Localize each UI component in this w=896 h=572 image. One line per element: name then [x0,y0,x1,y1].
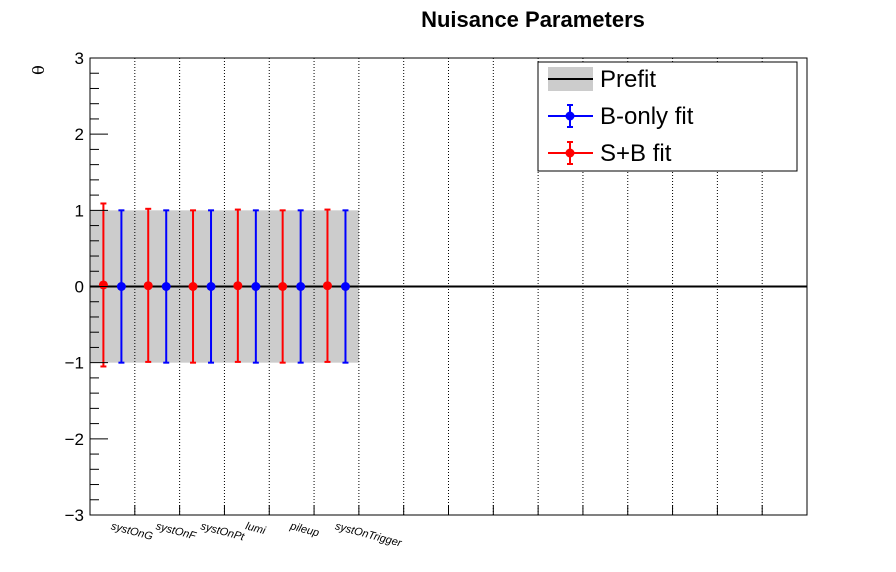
b-only-fit-point [340,282,350,291]
legend: Prefit B-only fit S+B fit [537,61,798,172]
x-category-label: lumi [244,520,267,537]
x-category-label: pileup [288,520,320,539]
b-only-fit-point [251,282,261,291]
legend-label-prefit: Prefit [600,66,656,93]
y-tick-label: 2 [75,125,84,144]
y-axis-label: θ [29,65,48,75]
y-tick-label: 3 [75,49,84,68]
s-b-fit-point [233,281,243,291]
s-b-fit-point [98,280,108,290]
y-tick-label: −3 [65,506,84,525]
x-category-label: systOnPt [199,520,246,543]
b-only-fit-point [161,282,171,291]
x-category-label: systOnF [154,520,198,543]
legend-s-b-fit-marker [565,148,575,158]
x-category-label: systOnTrigger [334,520,404,550]
x-category-label: systOnG [110,520,155,543]
y-tick-label: 0 [75,278,84,297]
b-only-fit-point [206,282,216,291]
y-tick-label: 1 [75,201,84,220]
s-b-fit-point [278,282,288,291]
s-b-fit-point [188,282,198,291]
s-b-fit-point [143,281,153,291]
legend-label-b-only-fit: B-only fit [600,103,694,130]
legend-label-s-b-fit: S+B fit [600,140,672,167]
b-only-fit-point [116,282,126,291]
chart-title: Nuisance Parameters [421,7,645,32]
y-tick-label: −1 [65,354,84,373]
y-tick-label: −2 [65,430,84,449]
legend-b-only-fit-marker [565,111,575,121]
b-only-fit-point [296,282,306,291]
s-b-fit-point [322,281,332,291]
